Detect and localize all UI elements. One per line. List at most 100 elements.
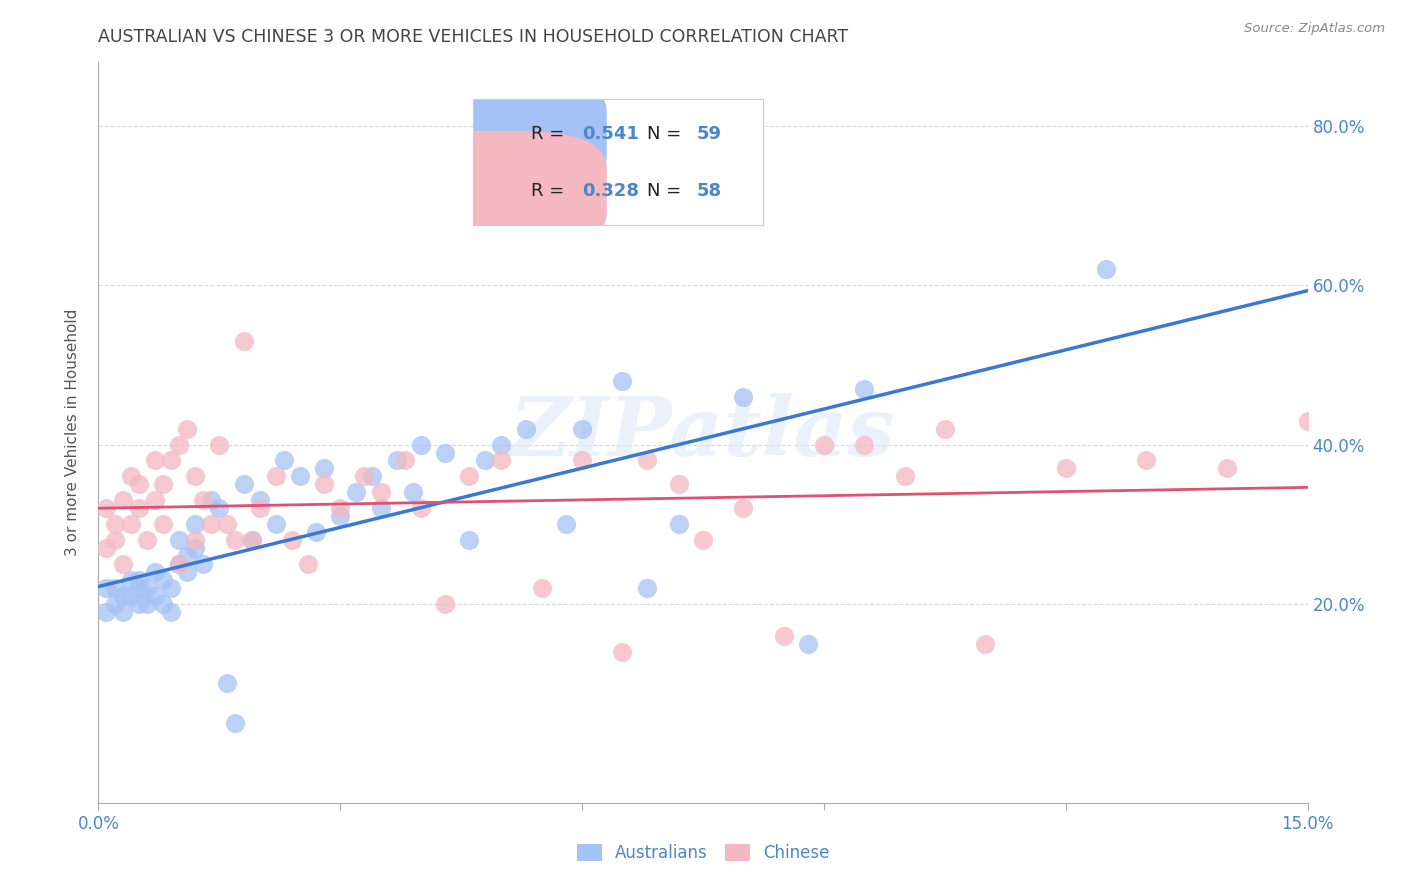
Point [96, 501, 118, 516]
Point [264, 469, 287, 483]
Text: AUSTRALIAN VS CHINESE 3 OR MORE VEHICLES IN HOUSEHOLD CORRELATION CHART: AUSTRALIAN VS CHINESE 3 OR MORE VEHICLES… [98, 28, 849, 45]
Point [314, 477, 336, 491]
Point [96, 581, 118, 595]
Point [361, 469, 384, 483]
Point [934, 422, 956, 436]
Point [128, 477, 150, 491]
Point [96, 541, 118, 555]
Point [152, 477, 174, 491]
Point [143, 493, 166, 508]
Point [813, 437, 835, 451]
Point [135, 533, 157, 547]
Point [120, 589, 142, 603]
Point [103, 533, 125, 547]
Point [200, 493, 222, 508]
Point [167, 557, 190, 571]
Point [264, 517, 287, 532]
Point [668, 517, 690, 532]
Point [797, 637, 820, 651]
Point [135, 597, 157, 611]
Point [143, 589, 166, 603]
Point [530, 581, 553, 595]
Point [224, 533, 246, 547]
Point [176, 565, 198, 579]
Point [636, 453, 658, 467]
Point [128, 581, 150, 595]
Point [571, 453, 593, 467]
Text: Source: ZipAtlas.com: Source: ZipAtlas.com [1244, 22, 1385, 36]
Point [491, 437, 513, 451]
Point [772, 629, 794, 643]
Point [143, 453, 166, 467]
Point [1095, 262, 1118, 277]
Point [353, 469, 375, 483]
Point [733, 501, 755, 516]
Point [184, 533, 207, 547]
Point [273, 453, 295, 467]
Point [515, 422, 537, 436]
Point [152, 517, 174, 532]
Point [1216, 461, 1239, 475]
Point [193, 493, 215, 508]
Point [111, 493, 134, 508]
Point [167, 533, 190, 547]
Point [329, 509, 352, 524]
Point [217, 517, 239, 532]
Point [853, 382, 876, 396]
Point [208, 501, 231, 516]
Point [224, 716, 246, 731]
Point [409, 437, 432, 451]
Point [184, 469, 207, 483]
Point [668, 477, 690, 491]
Point [200, 517, 222, 532]
Point [160, 581, 183, 595]
Point [103, 581, 125, 595]
Point [434, 445, 457, 459]
Point [692, 533, 714, 547]
Point [167, 437, 190, 451]
Point [733, 390, 755, 404]
Point [217, 676, 239, 690]
Point [96, 605, 118, 619]
Point [249, 493, 271, 508]
Point [111, 557, 134, 571]
Point [281, 533, 304, 547]
Point [344, 485, 367, 500]
Point [120, 469, 142, 483]
Point [394, 453, 416, 467]
Point [458, 469, 481, 483]
Point [128, 573, 150, 587]
Point [329, 501, 352, 516]
Point [152, 597, 174, 611]
Point [232, 334, 254, 348]
Point [409, 501, 432, 516]
Point [555, 517, 578, 532]
Text: ZIPatlas: ZIPatlas [510, 392, 896, 473]
Point [152, 573, 174, 587]
Point [128, 501, 150, 516]
Point [232, 477, 254, 491]
Point [103, 517, 125, 532]
Y-axis label: 3 or more Vehicles in Household: 3 or more Vehicles in Household [65, 309, 80, 557]
Point [1135, 453, 1157, 467]
Point [176, 549, 198, 563]
Point [288, 469, 311, 483]
Point [297, 557, 319, 571]
Point [305, 525, 328, 540]
Point [491, 453, 513, 467]
Point [571, 422, 593, 436]
Point [370, 501, 392, 516]
Point [974, 637, 997, 651]
Point [160, 605, 183, 619]
Point [176, 422, 198, 436]
Point [612, 374, 634, 388]
Point [385, 453, 408, 467]
Point [111, 589, 134, 603]
Point [143, 565, 166, 579]
Legend: Australians, Chinese: Australians, Chinese [569, 837, 837, 869]
Point [184, 517, 207, 532]
Point [120, 517, 142, 532]
Point [208, 437, 231, 451]
Point [193, 557, 215, 571]
Point [636, 581, 658, 595]
